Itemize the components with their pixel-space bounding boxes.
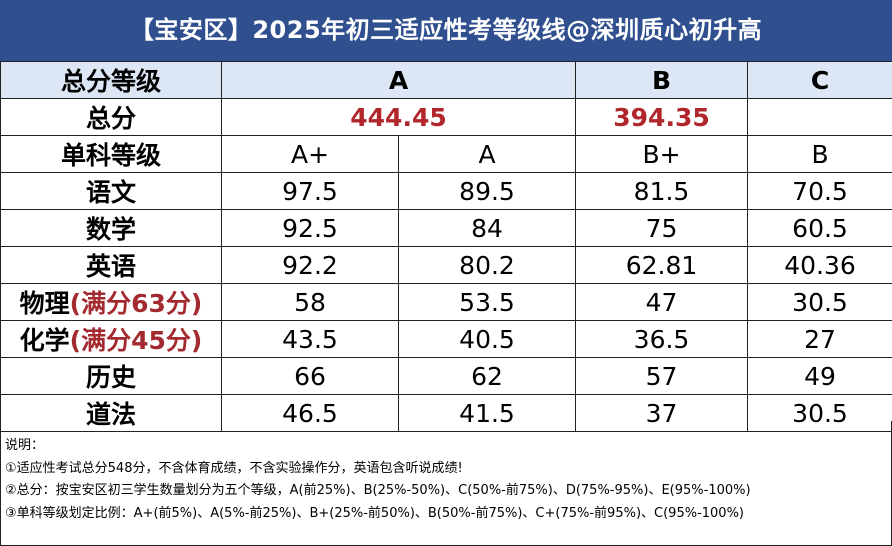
subject-label: 语文	[0, 172, 222, 210]
grade-a-header: A	[220, 61, 577, 99]
header-label: 总分等级	[0, 61, 222, 99]
subject-name: 历史	[85, 363, 136, 392]
score-cell: 70.5	[747, 172, 892, 210]
subject-name: 化学	[19, 326, 70, 355]
score-cell: 80.2	[397, 246, 577, 284]
subject-row: 化学(满分45分) 43.5 40.5 36.5 27	[0, 320, 892, 358]
score-cell: 46.5	[221, 394, 399, 432]
score-cell: 92.5	[221, 209, 399, 247]
score-cell: 75	[575, 209, 749, 247]
score-cell: 89.5	[397, 172, 577, 210]
score-cell: 30.5	[747, 394, 892, 432]
score-cell: 62	[397, 357, 577, 395]
subject-label: 数学	[0, 209, 222, 247]
score-cell: 66	[221, 357, 399, 395]
level-a-plus: A+	[221, 135, 399, 173]
score-cell: 62.81	[575, 246, 749, 284]
notes-section: 说明： ①适应性考试总分548分，不含体育成绩，不含实验操作分，英语包含听说成绩…	[0, 421, 892, 546]
subject-name: 物理	[19, 289, 70, 318]
single-level-label: 单科等级	[0, 135, 222, 173]
total-a-value: 444.45	[220, 98, 577, 136]
subject-row: 历史 66 62 57 49	[0, 357, 892, 395]
subject-name: 道法	[85, 400, 136, 429]
score-cell: 40.5	[397, 320, 577, 358]
subject-label: 物理(满分63分)	[0, 283, 222, 321]
subject-name: 英语	[85, 252, 136, 281]
score-cell: 36.5	[575, 320, 749, 358]
single-level-row: 单科等级 A+ A B+ B	[0, 135, 892, 173]
total-row: 总分 444.45 394.35	[0, 98, 892, 136]
score-cell: 37	[575, 394, 749, 432]
subject-label: 化学(满分45分)	[0, 320, 222, 358]
header-row: 总分等级 A B C	[0, 61, 892, 99]
subject-row: 数学 92.5 84 75 60.5	[0, 209, 892, 247]
notes-heading: 说明：	[5, 438, 45, 453]
level-a: A	[397, 135, 577, 173]
subject-name: 语文	[85, 178, 136, 207]
score-cell: 58	[221, 283, 399, 321]
subject-label: 英语	[0, 246, 222, 284]
score-cell: 84	[397, 209, 577, 247]
level-b-plus: B+	[575, 135, 749, 173]
score-cell: 40.36	[747, 246, 892, 284]
page-title: 【宝安区】2025年初三适应性考等级线@深圳质心初升高	[0, 0, 892, 61]
grade-b-header: B	[575, 61, 749, 99]
subject-row: 物理(满分63分) 58 53.5 47 30.5	[0, 283, 892, 321]
level-b: B	[747, 135, 892, 173]
score-cell: 43.5	[221, 320, 399, 358]
note-line-1: ①适应性考试总分548分，不含体育成绩，不含实验操作分，英语包含听说成绩!	[5, 460, 463, 476]
total-c-value	[747, 98, 892, 136]
note-line-2: ②总分：按宝安区初三学生数量划分为五个等级，A(前25%)、B(25%-50%)…	[5, 483, 751, 498]
score-cell: 57	[575, 357, 749, 395]
grade-c-header: C	[747, 61, 892, 99]
score-cell: 60.5	[747, 209, 892, 247]
total-b-value: 394.35	[575, 98, 749, 136]
subject-name: 数学	[85, 215, 136, 244]
score-cell: 27	[747, 320, 892, 358]
subject-full-score-note: (满分45分)	[69, 326, 203, 355]
subject-row: 语文 97.5 89.5 81.5 70.5	[0, 172, 892, 210]
subject-full-score-note: (满分63分)	[69, 289, 203, 318]
score-cell: 49	[747, 357, 892, 395]
subject-row: 英语 92.2 80.2 62.81 40.36	[0, 246, 892, 284]
score-cell: 81.5	[575, 172, 749, 210]
score-cell: 41.5	[397, 394, 577, 432]
total-label: 总分	[0, 98, 222, 136]
grade-table: 总分等级 A B C 总分 444.45 394.35 单科等级 A+ A B+…	[0, 61, 892, 432]
subject-label: 道法	[0, 394, 222, 432]
score-cell: 53.5	[397, 283, 577, 321]
score-cell: 97.5	[221, 172, 399, 210]
score-cell: 92.2	[221, 246, 399, 284]
score-cell: 30.5	[747, 283, 892, 321]
subject-label: 历史	[0, 357, 222, 395]
note-line-3: ③单科等级划定比例：A+(前5%)、A(5%-前25%)、B+(25%-前50%…	[5, 505, 744, 521]
subject-row: 道法 46.5 41.5 37 30.5	[0, 394, 892, 432]
score-cell: 47	[575, 283, 749, 321]
